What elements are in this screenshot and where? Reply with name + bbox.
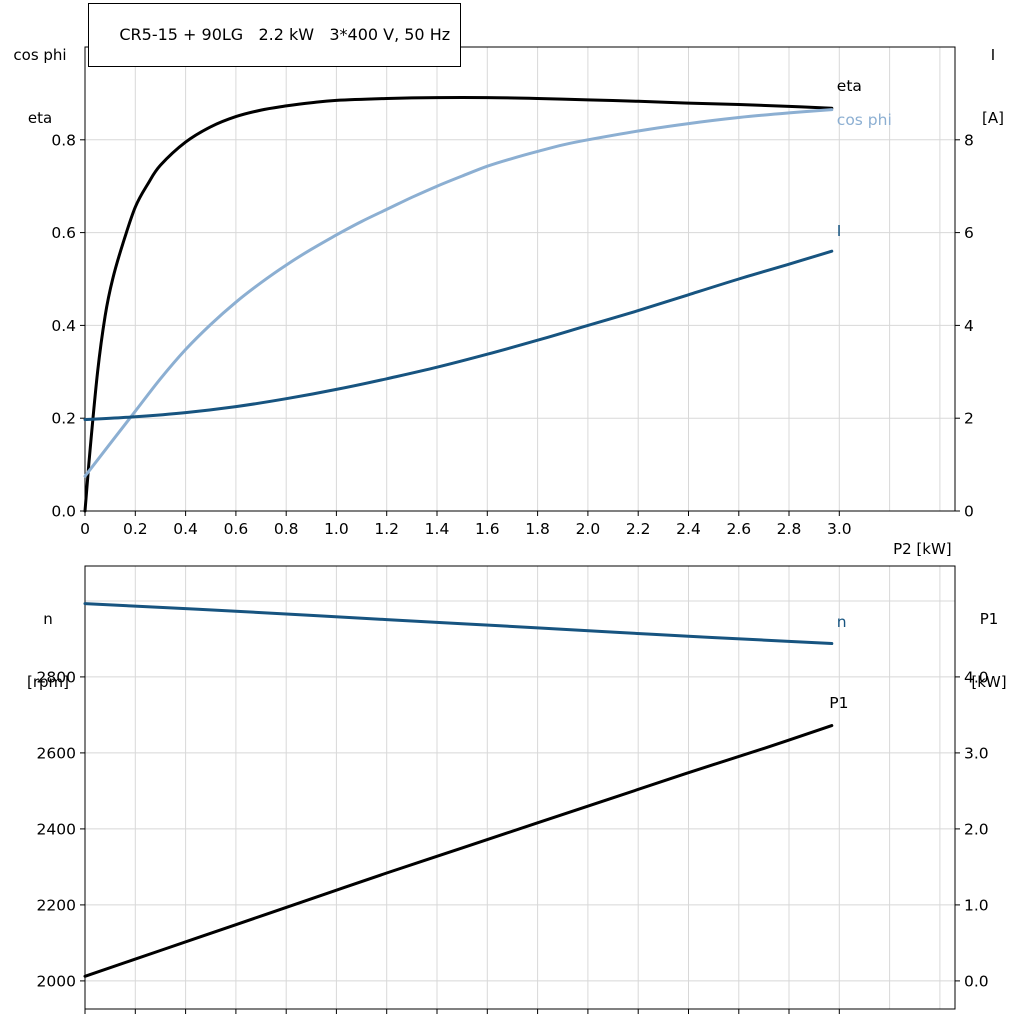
y-tick-label-right: 0 (964, 503, 974, 521)
ylabel-current: I (990, 46, 996, 64)
y-tick-label-right: 8 (964, 131, 974, 149)
top-right-axis-title: I [A] (966, 3, 1020, 171)
cos_phi-curve (83, 108, 834, 478)
y-tick-label-right: 3.0 (964, 744, 989, 762)
chart-title: CR5-15 + 90LG 2.2 kW 3*400 V, 50 Hz (119, 25, 451, 44)
current-curve-label: I (837, 222, 842, 240)
y-tick-label-left: 2000 (37, 972, 76, 990)
x-tick-label: 1.0 (324, 520, 349, 538)
x-tick-label: 0 (80, 520, 90, 538)
ylabel-p1: P1 (979, 610, 999, 628)
x-tick-label: 2.8 (777, 520, 802, 538)
bottom-left-axis-title: n [rpm] (12, 567, 84, 735)
x-tick-label: 0.6 (224, 520, 249, 538)
y-tick-label-left: 2800 (37, 668, 76, 686)
y-tick-label-left: 0.4 (51, 317, 76, 335)
x-tick-label: 2.6 (726, 520, 751, 538)
eta-curve-label: eta (837, 77, 862, 95)
top-left-axis-title: cos phi eta (2, 3, 78, 171)
y-tick-label-right: 2 (964, 410, 974, 428)
ylabel-speed-unit: [rpm] (26, 673, 69, 691)
plot-frame (84, 46, 956, 512)
ylabel-cos-phi: cos phi (13, 46, 67, 64)
y-tick-label-left: 0.0 (51, 503, 76, 521)
speed-curve-label: n (837, 613, 847, 631)
y-tick-label-left: 2600 (37, 744, 76, 762)
x-tick-label: 1.4 (425, 520, 450, 538)
y-tick-label-left: 2200 (37, 896, 76, 914)
x-tick-label: 0.4 (173, 520, 198, 538)
ylabel-current-unit: [A] (982, 109, 1004, 127)
x-tick-label: 1.8 (525, 520, 550, 538)
x-tick-label: 2.0 (576, 520, 601, 538)
x-tick-label: 1.6 (475, 520, 500, 538)
x-axis-title: P2 [kW] (874, 518, 952, 581)
x-tick-label: 1.2 (374, 520, 399, 538)
y-tick-label-right: 4.0 (964, 668, 989, 686)
plot-frame (84, 565, 956, 1010)
y-tick-label-left: 0.6 (51, 224, 76, 242)
ylabel-p1-unit: [kW] (971, 673, 1007, 691)
y-tick-label-left: 0.2 (51, 410, 76, 428)
bottom-right-axis-title: P1 [kW] (958, 567, 1020, 735)
ylabel-eta: eta (27, 109, 53, 127)
y-tick-label-left: 2400 (37, 820, 76, 838)
y-tick-label-right: 4 (964, 317, 974, 335)
y-tick-label-right: 0.0 (964, 972, 989, 990)
y-tick-label-left: 0.8 (51, 131, 76, 149)
xlabel-p2: P2 [kW] (893, 540, 952, 558)
cos_phi-curve-label: cos phi (837, 111, 892, 129)
speed-curve (83, 602, 834, 645)
x-tick-label: 0.8 (274, 520, 299, 538)
x-tick-label: 2.2 (626, 520, 651, 538)
x-tick-label: 2.4 (676, 520, 701, 538)
y-tick-label-right: 6 (964, 224, 974, 242)
chart-title-box: CR5-15 + 90LG 2.2 kW 3*400 V, 50 Hz (88, 3, 462, 67)
ylabel-speed: n (43, 610, 53, 628)
current-curve (83, 249, 834, 422)
input_power-curve-label: P1 (829, 694, 848, 712)
x-tick-label: 3.0 (827, 520, 852, 538)
y-tick-label-right: 2.0 (964, 820, 989, 838)
input_power-curve (83, 724, 834, 978)
x-tick-label: 0.2 (123, 520, 148, 538)
eta-curve (83, 95, 834, 513)
y-tick-label-right: 1.0 (964, 896, 989, 914)
